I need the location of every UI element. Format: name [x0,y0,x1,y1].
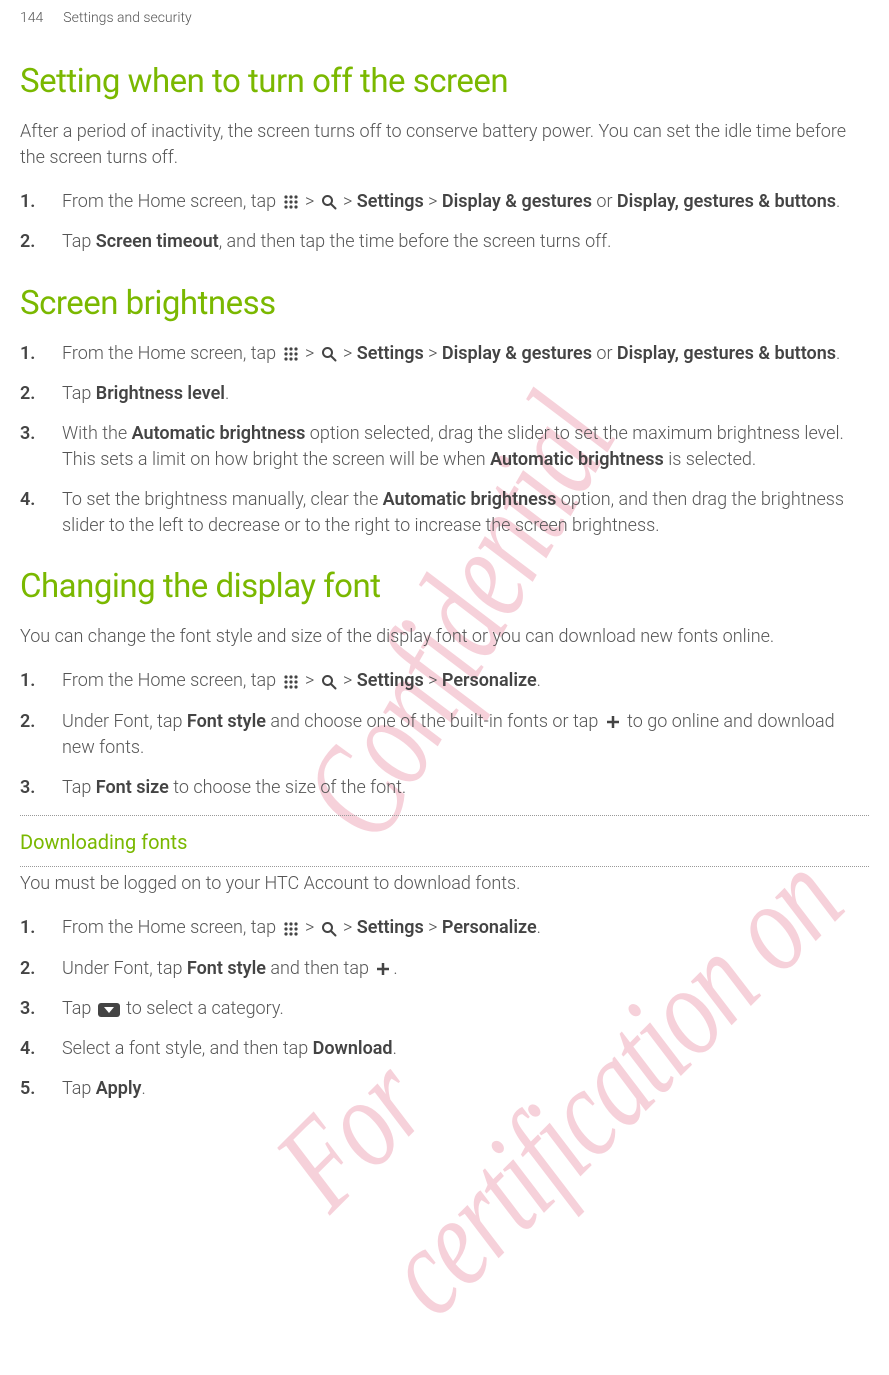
section3-step1: From the Home screen, tap > > Settings >… [62,668,869,694]
section2-step3: With the Automatic brightness option sel… [62,421,869,473]
section-title-brightness: Screen brightness [20,284,869,323]
section4-step4: Select a font style, and then tap Downlo… [62,1036,869,1062]
display-alt-label: Display, gestures & buttons [617,343,836,364]
section1-intro: After a period of inactivity, the screen… [20,119,869,171]
apps-grid-icon [283,669,299,695]
screen-timeout-label: Screen timeout [96,231,219,252]
auto-brightness-label: Automatic brightness [490,449,664,470]
plus-icon [375,956,391,982]
dropdown-triangle-icon [98,996,120,1022]
section4-intro: You must be logged on to your HTC Accoun… [20,871,869,897]
section4-step1: From the Home screen, tap > > Settings >… [62,915,869,941]
section1-steps: From the Home screen, tap > > Settings >… [20,189,869,255]
plus-icon [605,709,621,735]
section-name: Settings and security [63,10,191,26]
auto-brightness-label: Automatic brightness [132,423,306,444]
section2-step4: To set the brightness manually, clear th… [62,487,869,539]
page-header: 144 Settings and security [20,0,869,34]
font-style-label: Font style [187,711,266,732]
display-alt-label: Display, gestures & buttons [617,191,836,212]
settings-label: Settings [357,670,424,691]
apps-grid-icon [283,916,299,942]
display-gestures-label: Display & gestures [442,191,592,212]
section2-step1: From the Home screen, tap > > Settings >… [62,341,869,367]
personalize-label: Personalize [442,917,537,938]
search-icon [321,189,337,215]
section-title-screen-off: Setting when to turn off the screen [20,62,869,101]
search-icon [321,341,337,367]
display-gestures-label: Display & gestures [442,343,592,364]
font-style-label: Font style [187,958,266,979]
divider [20,866,869,867]
divider [20,815,869,816]
section1-step2: Tap Screen timeout, and then tap the tim… [62,229,869,255]
apply-label: Apply [96,1078,142,1099]
section3-intro: You can change the font style and size o… [20,624,869,650]
settings-label: Settings [357,343,424,364]
section3-steps: From the Home screen, tap > > Settings >… [20,668,869,801]
brightness-level-label: Brightness level [96,383,225,404]
font-size-label: Font size [96,777,169,798]
search-icon [321,669,337,695]
section3-step3: Tap Font size to choose the size of the … [62,775,869,801]
apps-grid-icon [283,341,299,367]
section4-step2: Under Font, tap Font style and then tap … [62,956,869,982]
section4-steps: From the Home screen, tap > > Settings >… [20,915,869,1102]
download-label: Download [313,1038,393,1059]
section1-step1: From the Home screen, tap > > Settings >… [62,189,869,215]
section4-step3: Tap to select a category. [62,996,869,1022]
settings-label: Settings [357,191,424,212]
section-title-downloading-fonts: Downloading fonts [20,830,869,854]
apps-grid-icon [283,189,299,215]
auto-brightness-label: Automatic brightness [383,489,557,510]
section2-steps: From the Home screen, tap > > Settings >… [20,341,869,540]
section-title-font: Changing the display font [20,567,869,606]
section4-step5: Tap Apply. [62,1076,869,1102]
search-icon [321,916,337,942]
personalize-label: Personalize [442,670,537,691]
settings-label: Settings [357,917,424,938]
section2-step2: Tap Brightness level. [62,381,869,407]
section3-step2: Under Font, tap Font style and choose on… [62,709,869,761]
page-number: 144 [20,10,43,26]
